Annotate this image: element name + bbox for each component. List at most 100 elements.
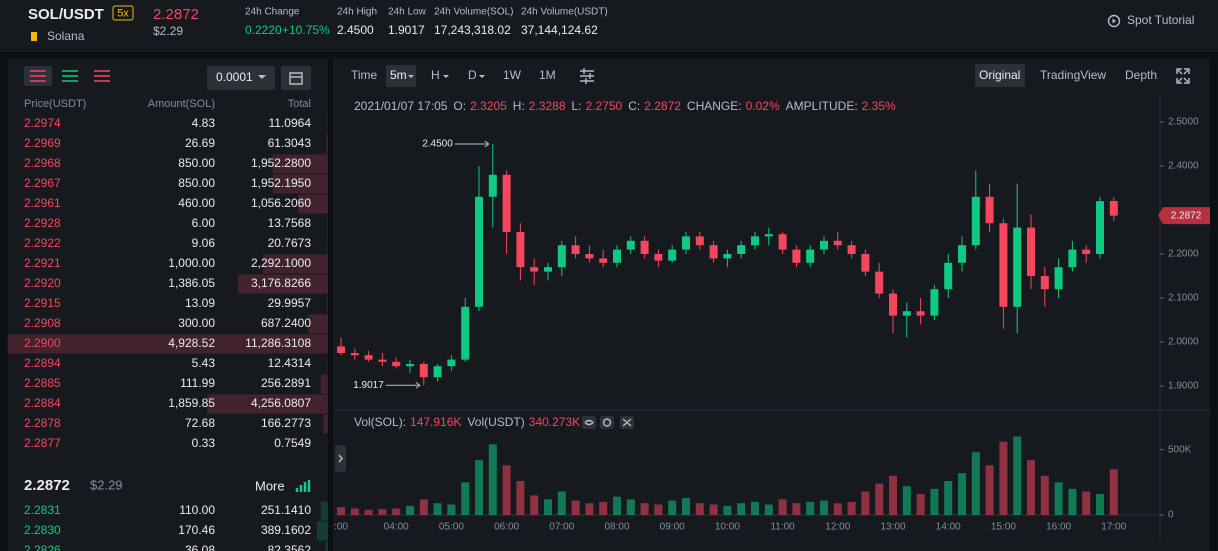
candle-body [723, 254, 732, 259]
toggle-settings[interactable] [600, 416, 614, 429]
candle-body [364, 355, 373, 360]
tutorial-icon[interactable] [1107, 14, 1121, 28]
candle-body [406, 364, 414, 367]
interval-button[interactable]: 1M [539, 68, 556, 82]
order-amount: 5.43 [192, 356, 216, 370]
volume-bar [1082, 491, 1091, 515]
volume-bar [392, 508, 401, 515]
tutorial-link[interactable]: Spot Tutorial [1127, 13, 1194, 27]
candle-body [820, 240, 828, 250]
depth-bar [320, 374, 328, 394]
y-tick-label: 2.4000 [1168, 161, 1199, 172]
view-tab[interactable]: Depth [1125, 68, 1157, 82]
volume-bar [613, 496, 621, 515]
order-total: 0.7549 [274, 436, 311, 450]
order-amount: 170.46 [178, 523, 215, 537]
precision-dropdown[interactable] [207, 66, 275, 90]
volume-bar [709, 504, 718, 515]
interval-button[interactable]: H [431, 68, 440, 82]
candle-body [392, 361, 401, 367]
view-tab-selected-bg[interactable] [975, 64, 1025, 87]
order-price: 2.2922 [24, 236, 61, 250]
order-price: 2.2967 [24, 176, 61, 190]
interval-button[interactable]: Time [351, 68, 378, 82]
stat-value: 37,144,124.62 [521, 23, 598, 37]
candle-body [475, 196, 483, 307]
order-total: 11.0964 [269, 116, 312, 130]
more-link[interactable]: More [255, 478, 285, 493]
volume-bar [861, 491, 870, 515]
info-label: L: [572, 99, 582, 113]
candle-body [571, 245, 580, 254]
x-tick-label: 07:00 [549, 522, 574, 533]
leverage-badge[interactable] [112, 5, 134, 21]
order-price: 2.2968 [24, 156, 61, 170]
depth-bar [237, 274, 328, 294]
order-total: 82.3562 [268, 543, 312, 551]
interval-button[interactable]: D [468, 68, 477, 82]
order-total: 1,952.1950 [251, 176, 311, 190]
view-both-icon [30, 70, 46, 82]
view-tab[interactable]: Original [979, 68, 1020, 82]
view-tab[interactable]: TradingView [1040, 68, 1106, 82]
volume-bar [682, 498, 690, 515]
stat-label: 24h Volume(SOL) [434, 7, 514, 18]
depth-bar [308, 314, 328, 334]
volume-bar [599, 501, 608, 515]
order-price: 2.2830 [24, 523, 61, 537]
depth-bar [323, 414, 328, 434]
depth-bar [207, 394, 328, 414]
order-book-panel [8, 58, 328, 551]
order-price: 2.2885 [24, 376, 61, 390]
volume-bar [447, 504, 456, 515]
candle-body [378, 359, 387, 362]
price-usd: $2.29 [153, 24, 183, 38]
view-asks-icon[interactable] [94, 70, 110, 82]
candle-body [985, 196, 994, 224]
interval-button[interactable]: 5m [390, 68, 407, 82]
stat-label: 24h Change [245, 7, 300, 18]
volume-tick-label: 500K [1168, 444, 1192, 455]
coin-icon [31, 32, 37, 41]
candle-body [461, 306, 470, 360]
y-tick-label: 2.2000 [1168, 249, 1199, 260]
candle-body [1027, 227, 1035, 277]
fullscreen-icon[interactable] [1176, 68, 1190, 84]
settings-button[interactable] [281, 66, 311, 90]
order-total: 2,292.1000 [251, 256, 311, 270]
indicator-icon[interactable] [580, 68, 594, 84]
order-total: 389.1602 [261, 523, 311, 537]
candle-body [516, 231, 525, 268]
order-total: 3,176.8266 [251, 276, 311, 290]
volume-bar [723, 505, 732, 515]
precision-value[interactable]: 0.0001 [216, 70, 253, 84]
stat-label: 24h Volume(USDT) [521, 7, 608, 18]
view-bids-icon[interactable] [62, 70, 78, 82]
volume-bar [626, 499, 635, 515]
volume-bar [378, 509, 387, 515]
info-value: 2.2872 [644, 99, 681, 113]
candle-body [613, 249, 621, 263]
volume-bar [364, 509, 373, 515]
interval-selected-bg[interactable] [386, 65, 416, 87]
toggle-visibility[interactable] [582, 416, 596, 429]
candle-body [488, 174, 497, 197]
volume-bar [502, 465, 511, 515]
collapse-button[interactable] [335, 445, 346, 472]
volume-bar [475, 460, 483, 515]
order-total: 166.2773 [261, 416, 311, 430]
column-header: Total [288, 98, 311, 110]
order-total: 61.3043 [268, 136, 312, 150]
interval-button[interactable]: 1W [503, 68, 522, 82]
volume-label: Vol(USDT) [467, 415, 524, 429]
candle-body [530, 267, 539, 272]
order-price: 2.2921 [24, 256, 61, 270]
candle-body [1054, 267, 1063, 290]
volume-bar [1068, 488, 1077, 515]
x-tick-label: 06:00 [494, 522, 519, 533]
info-label: CHANGE: [687, 99, 742, 113]
candle-body [1040, 276, 1049, 290]
volume-bar [792, 503, 801, 515]
volume-bar [1109, 469, 1118, 515]
